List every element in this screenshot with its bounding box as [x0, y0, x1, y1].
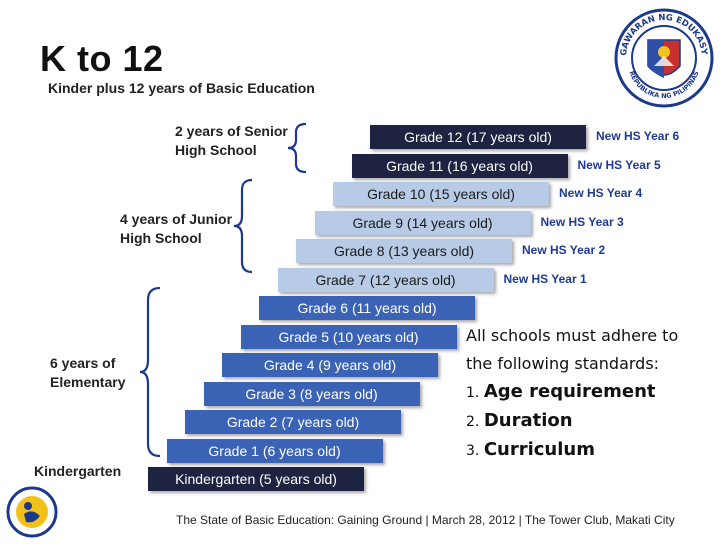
standards-list: All schools must adhere to the following… [466, 322, 678, 465]
new-hs-year-label: New HS Year 5 [577, 157, 661, 172]
elementary-brace [139, 286, 161, 458]
standard-item-curriculum: 3. Curriculum [466, 436, 678, 465]
grade-step: Grade 3 (8 years old) [203, 381, 420, 406]
kindergarten-group-label: Kindergarten [34, 463, 122, 479]
senior-hs-group-label: 2 years of Senior High School [175, 122, 288, 160]
grade-step: Grade 5 (10 years old) [240, 324, 457, 349]
grade-step: Kindergarten (5 years old) [148, 467, 364, 491]
new-hs-year-label: New HS Year 4 [559, 186, 643, 200]
standard-item-text: Duration [483, 410, 573, 431]
grade-step: Grade 2 (7 years old) [185, 410, 401, 434]
junior-hs-group-label-line1: 4 years of Junior [120, 211, 233, 227]
standards-intro-line1: All schools must adhere to [466, 326, 679, 345]
senior-hs-brace [287, 122, 307, 174]
deped-seal-logo: KAGAWARAN NG EDUKASYON REPUBLIKA NG PILI… [614, 8, 714, 108]
grade-step: Grade 4 (9 years old) [222, 353, 438, 377]
elementary-group-label-line2: Elementary [50, 374, 126, 390]
elementary-group-label-line1: 6 years of [50, 355, 116, 371]
standard-item-number: 1. [466, 385, 480, 401]
grade-step: Grade 6 (11 years old) [259, 296, 475, 320]
grade-step: Grade 8 (13 years old) [296, 239, 512, 263]
standard-item-number: 2. [466, 414, 480, 430]
grade-step: Grade 1 (6 years old) [166, 438, 383, 463]
new-hs-year-label: New HS Year 6 [596, 129, 680, 143]
standard-item-age: 1. Age requirement [466, 378, 678, 407]
footer-caption: The State of Basic Education: Gaining Gr… [176, 513, 675, 527]
new-hs-year-label: New HS Year 1 [503, 271, 587, 286]
page-title: K to 12 [40, 38, 164, 79]
new-hs-year-label: New HS Year 2 [522, 243, 606, 257]
grade-step: Grade 7 (12 years old) [277, 267, 494, 292]
new-hs-year-label: New HS Year 3 [540, 214, 624, 229]
senior-hs-group-label-line1: 2 years of Senior [175, 123, 288, 139]
senior-hs-group-label-line2: High School [175, 142, 257, 158]
junior-hs-group-label-line2: High School [120, 230, 202, 246]
grade-step: Grade 10 (15 years old) [333, 182, 549, 206]
education-for-all-logo [6, 486, 58, 538]
standard-item-number: 3. [466, 443, 480, 459]
standard-item-text: Curriculum [483, 439, 595, 460]
junior-hs-group-label: 4 years of Junior High School [120, 210, 232, 248]
grade-step: Grade 11 (16 years old) [351, 153, 568, 178]
standards-intro-line2: the following standards: [466, 354, 660, 373]
junior-hs-brace [233, 178, 253, 274]
grade-step: Grade 9 (14 years old) [314, 210, 531, 235]
grade-step: Grade 12 (17 years old) [370, 125, 586, 149]
page-subtitle: Kinder plus 12 years of Basic Education [48, 80, 315, 96]
standard-item-text: Age requirement [483, 381, 656, 402]
standard-item-duration: 2. Duration [466, 407, 678, 436]
elementary-group-label: 6 years of Elementary [50, 354, 125, 392]
